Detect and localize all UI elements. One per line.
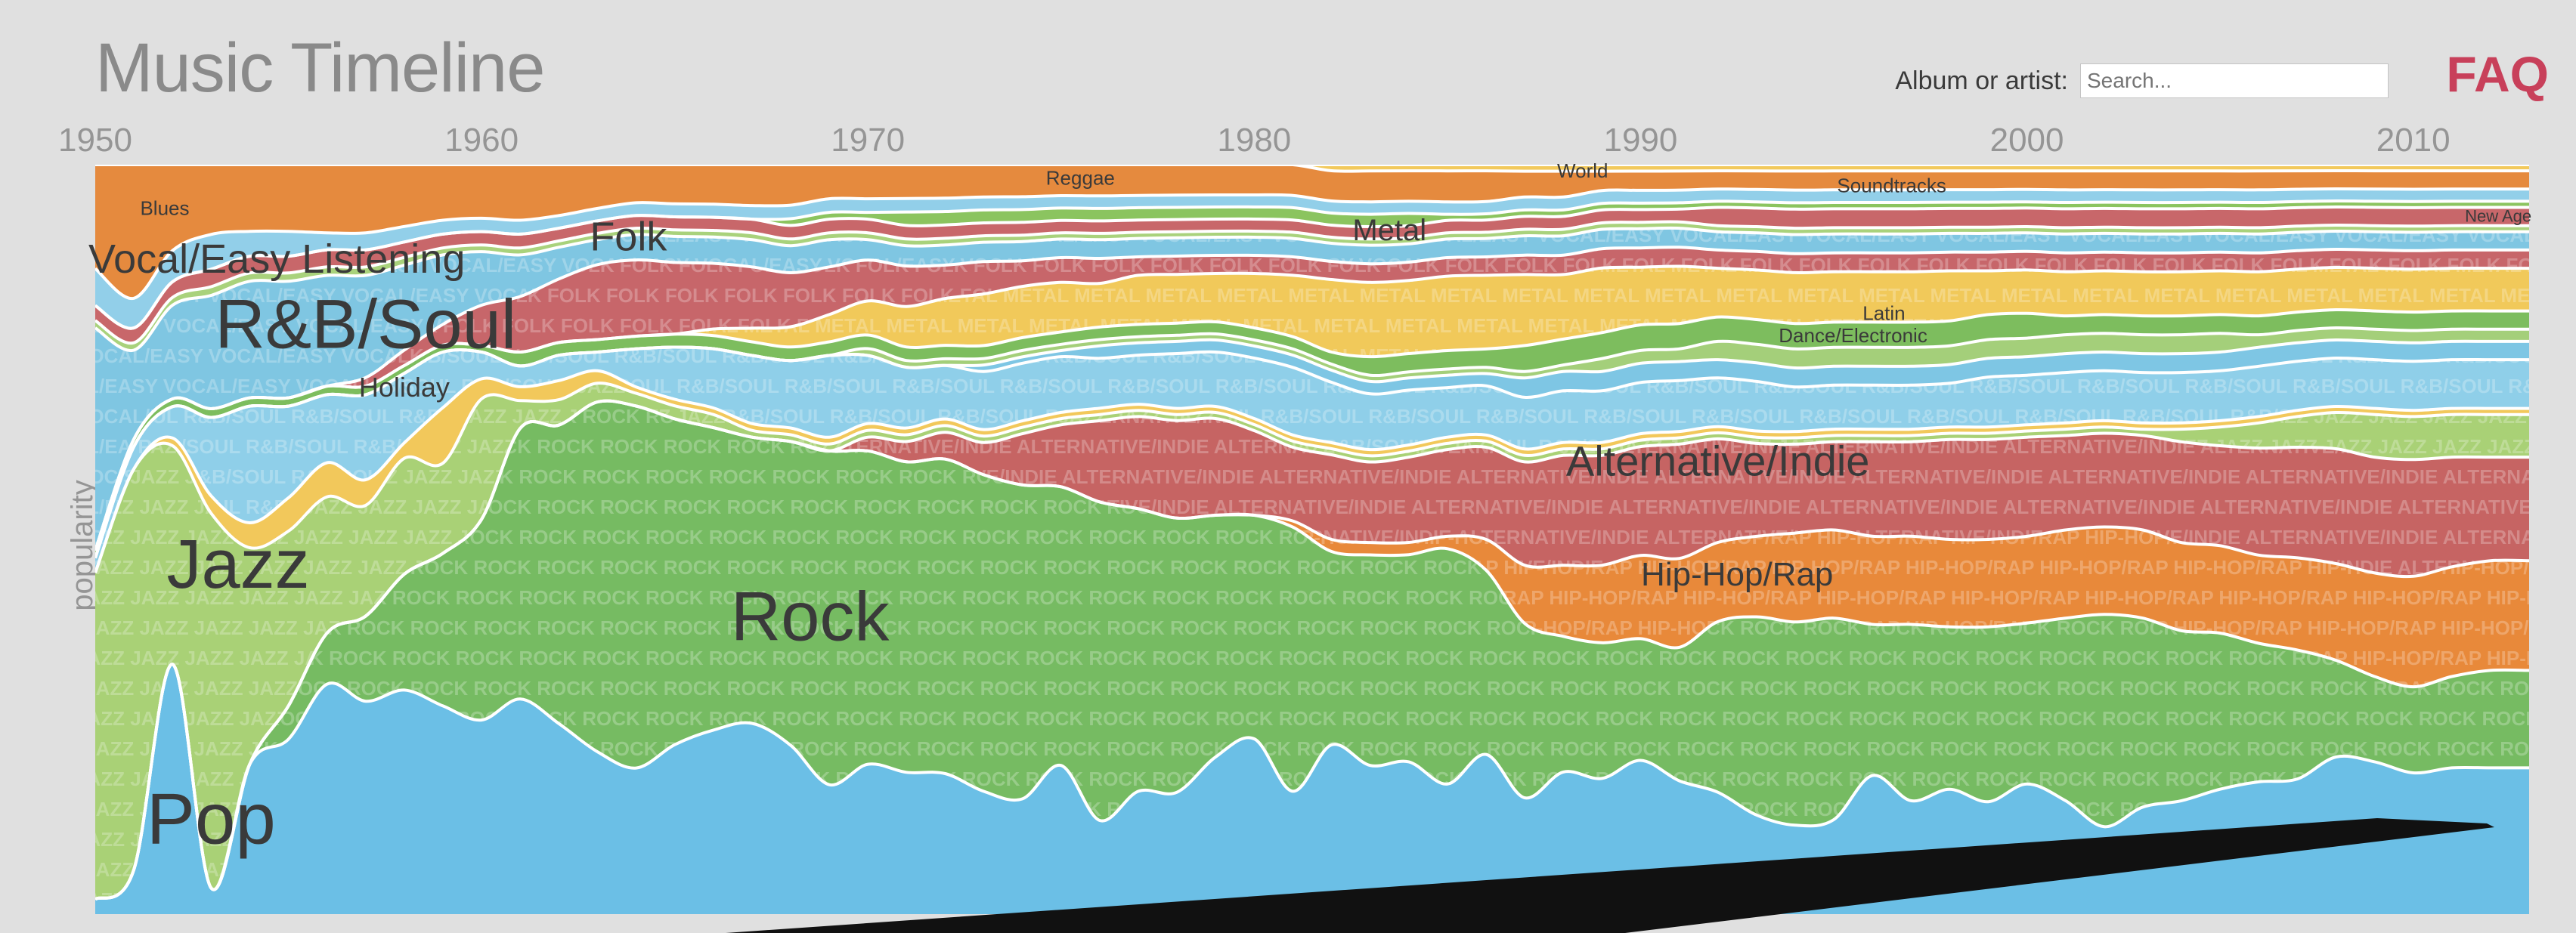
separator-vocal-easy-listening — [95, 226, 2529, 352]
genre-label-holiday: Holiday — [359, 372, 450, 403]
separator-reggae — [95, 199, 2529, 330]
search-label: Album or artist: — [1895, 66, 2068, 95]
genre-label-folk: Folk — [590, 214, 667, 259]
separator-latin — [95, 326, 2529, 559]
x-tick-2000: 2000 — [1990, 122, 2064, 159]
separator-classical — [95, 220, 2529, 345]
separator-pop — [95, 663, 2529, 901]
x-tick-1950: 1950 — [58, 122, 132, 159]
x-tick-2010: 2010 — [2376, 122, 2451, 159]
genre-label-metal: Metal — [1352, 214, 1426, 247]
x-axis-ticks: 1950 1960 1970 1980 1990 2000 2010 — [58, 122, 2451, 159]
y-axis-label-group: popularity — [66, 480, 99, 610]
search-input[interactable] — [2080, 63, 2389, 98]
genre-label-blues: Blues — [140, 196, 189, 219]
genre-label-reggae: Reggae — [1046, 167, 1115, 190]
separator-alternative-indie — [95, 399, 2529, 901]
svg-text:ROCK ROCK ROCK ROCK RO: ROCK ROCK ROCK ROCK ROCK ROCK ROCK ROCK … — [76, 647, 2576, 669]
genre-label-dance-electronic: Dance/Electronic — [1779, 324, 1927, 347]
separator-jazz — [95, 382, 2529, 573]
y-axis-label: popularity — [66, 480, 99, 610]
search-area: Album or artist: — [1895, 63, 2389, 98]
genre-label-alternative-indie: Alternative/Indie — [1566, 437, 1870, 485]
stream-rock[interactable] — [95, 400, 2529, 900]
genre-label-rock: Rock — [731, 578, 890, 655]
x-tick-1960: 1960 — [444, 122, 519, 159]
separator-metal — [95, 264, 2529, 551]
stream-alternative-indie[interactable] — [95, 400, 2529, 900]
svg-text:ROCK ROCK ROCK ROCK RO: ROCK ROCK ROCK ROCK ROCK ROCK ROCK ROCK … — [30, 616, 2576, 639]
genre-labels: Pop Rock Jazz R&B/Soul Holiday Folk Vocal/Easy… — [88, 159, 2531, 860]
genre-label-world: World — [1557, 159, 1608, 182]
genre-label-soundtracks: Soundtracks — [1837, 175, 1946, 197]
stream-folk[interactable] — [95, 247, 2529, 551]
separator-world — [95, 165, 2529, 173]
genre-label-pop: Pop — [147, 778, 276, 859]
genre-label-latin: Latin — [1862, 301, 1905, 324]
page-title: Music Timeline — [95, 29, 545, 107]
genre-label-vocal-easy-listening: Vocal/Easy Listening — [88, 236, 465, 282]
svg-text:ROCK ROCK ROCK ROCK RO: ROCK ROCK ROCK ROCK ROCK ROCK ROCK ROCK … — [30, 677, 2576, 700]
timeline-scroll-wedge[interactable] — [726, 818, 2494, 933]
stream-layers[interactable] — [95, 164, 2529, 914]
genre-label-jazz: Jazz — [167, 526, 310, 603]
stream-world[interactable] — [95, 164, 2529, 298]
stream-jazz[interactable] — [95, 383, 2529, 900]
layer-separators — [95, 165, 2529, 901]
faq-link[interactable]: FAQ — [2446, 46, 2549, 102]
stream-r-b-soul[interactable] — [95, 347, 2529, 573]
genre-label-new-age: New Age — [2465, 206, 2531, 225]
separator-holiday — [95, 369, 2529, 573]
x-tick-1970: 1970 — [831, 122, 905, 159]
x-tick-1990: 1990 — [1603, 122, 1677, 159]
x-tick-1980: 1980 — [1217, 122, 1291, 159]
genre-label-r-b-soul: R&B/Soul — [215, 286, 516, 363]
genre-label-hip-hop-rap: Hip-Hop/Rap — [1641, 556, 1833, 593]
separator-blues — [95, 187, 2529, 300]
stream-metal[interactable] — [95, 266, 2529, 551]
separator-folk — [95, 246, 2529, 551]
